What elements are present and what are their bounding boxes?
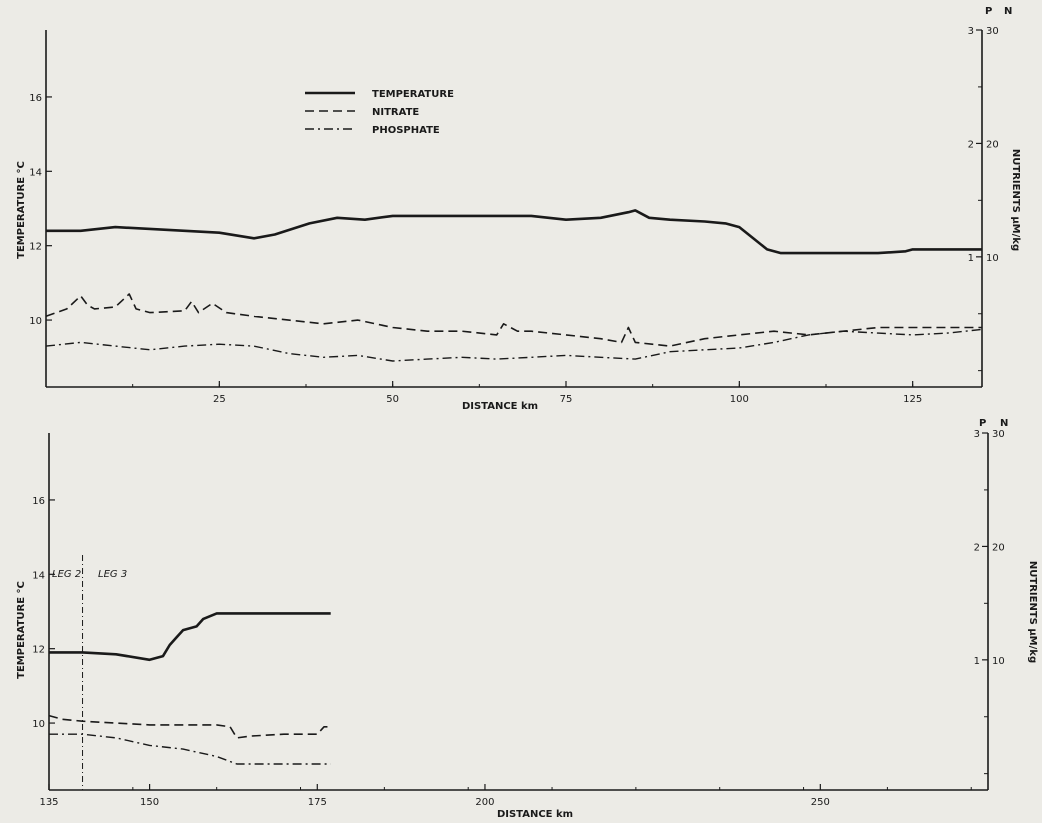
right-tick-label: 3 bbox=[974, 429, 980, 440]
series-line-temperature bbox=[46, 209, 982, 255]
x-tick-label: 150 bbox=[140, 797, 159, 808]
right-tick-label: 2 bbox=[974, 542, 980, 553]
x-tick-label: 175 bbox=[308, 797, 327, 808]
x-tick-label: 125 bbox=[903, 394, 922, 405]
x-tick-label: 250 bbox=[811, 797, 830, 808]
x-axis-title: DISTANCE km bbox=[462, 401, 538, 412]
series-line-phosphate bbox=[49, 733, 331, 765]
y-axis-title: TEMPERATURE °C bbox=[16, 581, 27, 679]
right-tick-label: 20 bbox=[992, 542, 1005, 553]
series-line-temperature bbox=[49, 612, 331, 662]
right-axis-header-p: P bbox=[979, 418, 986, 429]
series-line-nitrate bbox=[45, 293, 982, 347]
x-tick-label: 135 bbox=[39, 797, 58, 808]
y-tick-label: 12 bbox=[29, 242, 42, 253]
leg-2-label: LEG 2 bbox=[52, 569, 81, 580]
x-tick-label: 75 bbox=[560, 394, 573, 405]
right-tick-label: 20 bbox=[986, 139, 999, 150]
y-tick-label: 10 bbox=[29, 316, 42, 327]
legend-label-phosphate: PHOSPHATE bbox=[372, 125, 440, 136]
y-tick-label: 10 bbox=[32, 719, 45, 730]
y-tick-label: 16 bbox=[32, 496, 45, 507]
y-tick-label: 14 bbox=[32, 570, 45, 581]
y-tick-label: 14 bbox=[29, 167, 42, 178]
y-tick-label: 12 bbox=[32, 645, 45, 656]
upper-panel: 25 50 75 100 125 10 12 14 16 3 30 2 20 1 10 TEMPERATUR… bbox=[16, 6, 1021, 412]
right-tick-label: 30 bbox=[992, 429, 1005, 440]
y-axis-title: TEMPERATURE °C bbox=[16, 161, 27, 259]
legend: TEMPERATURE NITRATE PHOSPHATE bbox=[305, 89, 454, 136]
lower-panel: 135 150 175 200 250 10 12 14 16 3 30 2 20 1 10 LEG 2 L… bbox=[16, 418, 1038, 820]
x-axis-title: DISTANCE km bbox=[497, 809, 573, 820]
x-tick-label: 25 bbox=[213, 394, 226, 405]
right-axis-header-n: N bbox=[1000, 418, 1008, 429]
series-line-phosphate bbox=[45, 328, 983, 362]
right-tick-label: 10 bbox=[992, 656, 1005, 667]
right-tick-label: 1 bbox=[974, 656, 980, 667]
right-axis-header-p: P bbox=[985, 6, 992, 17]
right-axis-title: NUTRIENTS μM/kg bbox=[1010, 149, 1021, 251]
right-axis-title: NUTRIENTS μM/kg bbox=[1027, 561, 1038, 663]
x-tick-label: 50 bbox=[386, 394, 399, 405]
right-tick-label: 1 bbox=[968, 253, 974, 264]
leg-3-label: LEG 3 bbox=[98, 569, 127, 580]
y-tick-label: 16 bbox=[29, 93, 42, 104]
series-line-nitrate bbox=[48, 714, 331, 739]
legend-label-temperature: TEMPERATURE bbox=[372, 89, 454, 100]
right-tick-label: 10 bbox=[986, 253, 999, 264]
legend-label-nitrate: NITRATE bbox=[372, 107, 419, 118]
right-axis-header-n: N bbox=[1004, 6, 1012, 17]
x-tick-label: 200 bbox=[475, 797, 494, 808]
right-tick-label: 3 bbox=[968, 26, 974, 37]
x-tick-label: 100 bbox=[730, 394, 749, 405]
right-tick-label: 2 bbox=[968, 139, 974, 150]
right-tick-label: 30 bbox=[986, 26, 999, 37]
